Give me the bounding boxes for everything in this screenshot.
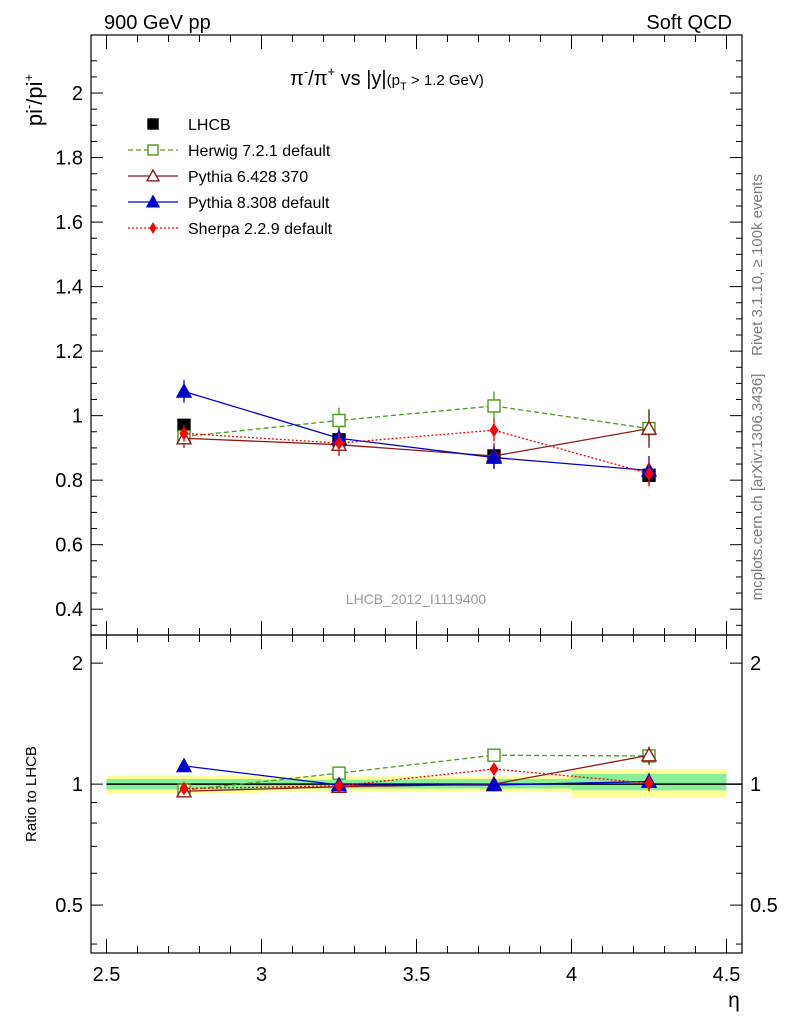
legend-marker <box>145 194 161 208</box>
ratio-y-tick-label: 2 <box>72 653 83 675</box>
ratio-y-tick-label: 0.5 <box>55 895 83 917</box>
ratio-series-line <box>183 768 650 790</box>
legend-label: Pythia 8.308 default <box>188 195 330 212</box>
main-y-tick-label: 1.6 <box>55 212 83 234</box>
main-series-line <box>183 429 650 475</box>
main-data-point <box>175 383 193 398</box>
legend-entry: Pythia 8.308 default <box>128 194 330 212</box>
legend-label: Herwig 7.2.1 default <box>188 143 331 160</box>
x-axis-label: η <box>728 989 740 1012</box>
x-tick-label: 3.5 <box>403 964 431 986</box>
ratio-data-point <box>640 746 658 762</box>
main-y-tick-label: 1 <box>72 406 83 428</box>
ratio-data-point <box>175 757 193 773</box>
main-series-2 <box>175 409 658 469</box>
main-y-axis: 0.4 0.6 0.8 1 1.2 1.4 1.6 1.8 2 <box>55 60 742 626</box>
ratio-panel: 0.5 0.5 1 1 2 2 2.5 3 3.5 4 4.5 Ratio to LHCB η <box>23 634 778 1012</box>
header-right: Soft QCD <box>646 12 732 34</box>
x-tick-label: 4 <box>566 964 577 986</box>
legend: LHCB Herwig 7.2.1 default Pythia 6.428 370… <box>128 117 333 238</box>
legend-entry: Herwig 7.2.1 default <box>128 143 331 160</box>
rivet-label: Rivet 3.1.10, ≥ 100k events <box>749 174 766 356</box>
main-data-point <box>485 449 503 464</box>
main-title: π-/π+ vs |y|(pT > 1.2 GeV) <box>290 64 484 93</box>
ratio-data-point <box>644 776 654 791</box>
main-series-line <box>183 427 650 457</box>
ratio-data-point <box>334 778 344 793</box>
legend-marker <box>147 144 159 156</box>
ratio-y-tick-label-right: 0.5 <box>750 895 778 917</box>
ratio-data-point <box>489 762 499 776</box>
ratio-series-line <box>183 765 650 786</box>
legend-label: Sherpa 2.2.9 default <box>188 221 333 238</box>
main-y-tick-label: 0.4 <box>55 599 83 621</box>
x-tick-label: 4.5 <box>713 964 741 986</box>
analysis-watermark: LHCB_2012_I1119400 <box>346 591 487 607</box>
x-tick-label: 3 <box>256 964 267 986</box>
legend-entry: Pythia 6.428 370 <box>128 168 308 186</box>
main-data-point <box>640 420 658 435</box>
ratio-data-point <box>179 781 189 796</box>
main-series <box>175 380 658 487</box>
main-data-point <box>644 466 654 481</box>
legend-marker <box>145 168 161 182</box>
ratio-series-line <box>183 754 650 791</box>
main-data-point <box>487 399 501 413</box>
main-y-tick-label: 1.8 <box>55 148 83 170</box>
legend-label: Pythia 6.428 370 <box>188 169 308 186</box>
ratio-y-tick-label-right: 1 <box>750 774 761 796</box>
ratio-y-axis: 0.5 0.5 1 1 2 2 <box>55 653 778 945</box>
main-series-4 <box>179 418 654 487</box>
main-series-3 <box>175 380 658 485</box>
main-series-line <box>183 405 650 438</box>
main-series-line <box>183 390 650 472</box>
main-data-point <box>334 436 344 450</box>
main-y-tick-label: 0.6 <box>55 535 83 557</box>
mcplots-label: mcplots.cern.ch [arXiv:1306.3436] <box>749 374 766 601</box>
main-data-point <box>179 426 189 441</box>
legend-label: LHCB <box>188 117 231 134</box>
main-panel: 0.4 0.6 0.8 1 1.2 1.4 1.6 1.8 2 pi-/pi+ π-/π+ vs… <box>21 34 743 636</box>
ratio-data-point <box>485 776 503 792</box>
legend-entry: Sherpa 2.2.9 default <box>128 221 333 238</box>
main-y-tick-label: 2 <box>72 83 83 105</box>
ratio-x-axis: 2.5 3 3.5 4 4.5 <box>93 635 741 986</box>
ratio-data-point <box>487 748 501 762</box>
header-left: 900 GeV pp <box>104 12 211 34</box>
legend-marker <box>147 118 159 130</box>
ratio-y-tick-label: 1 <box>72 774 83 796</box>
main-x-ticks <box>106 35 727 635</box>
legend-entry: LHCB <box>147 117 231 134</box>
main-y-label: pi-/pi+ <box>21 74 47 126</box>
ratio-y-label: Ratio to LHCB <box>23 746 40 842</box>
main-y-tick-label: 1.2 <box>55 341 83 363</box>
legend-marker <box>149 222 157 234</box>
main-y-tick-label: 1.4 <box>55 277 83 299</box>
main-data-point <box>332 413 346 428</box>
ratio-y-tick-label-right: 2 <box>750 653 761 675</box>
main-data-point <box>489 423 499 438</box>
main-y-tick-label: 0.8 <box>55 470 83 492</box>
x-tick-label: 2.5 <box>93 964 121 986</box>
ratio-series-3 <box>179 762 654 796</box>
ratio-series <box>175 746 658 798</box>
